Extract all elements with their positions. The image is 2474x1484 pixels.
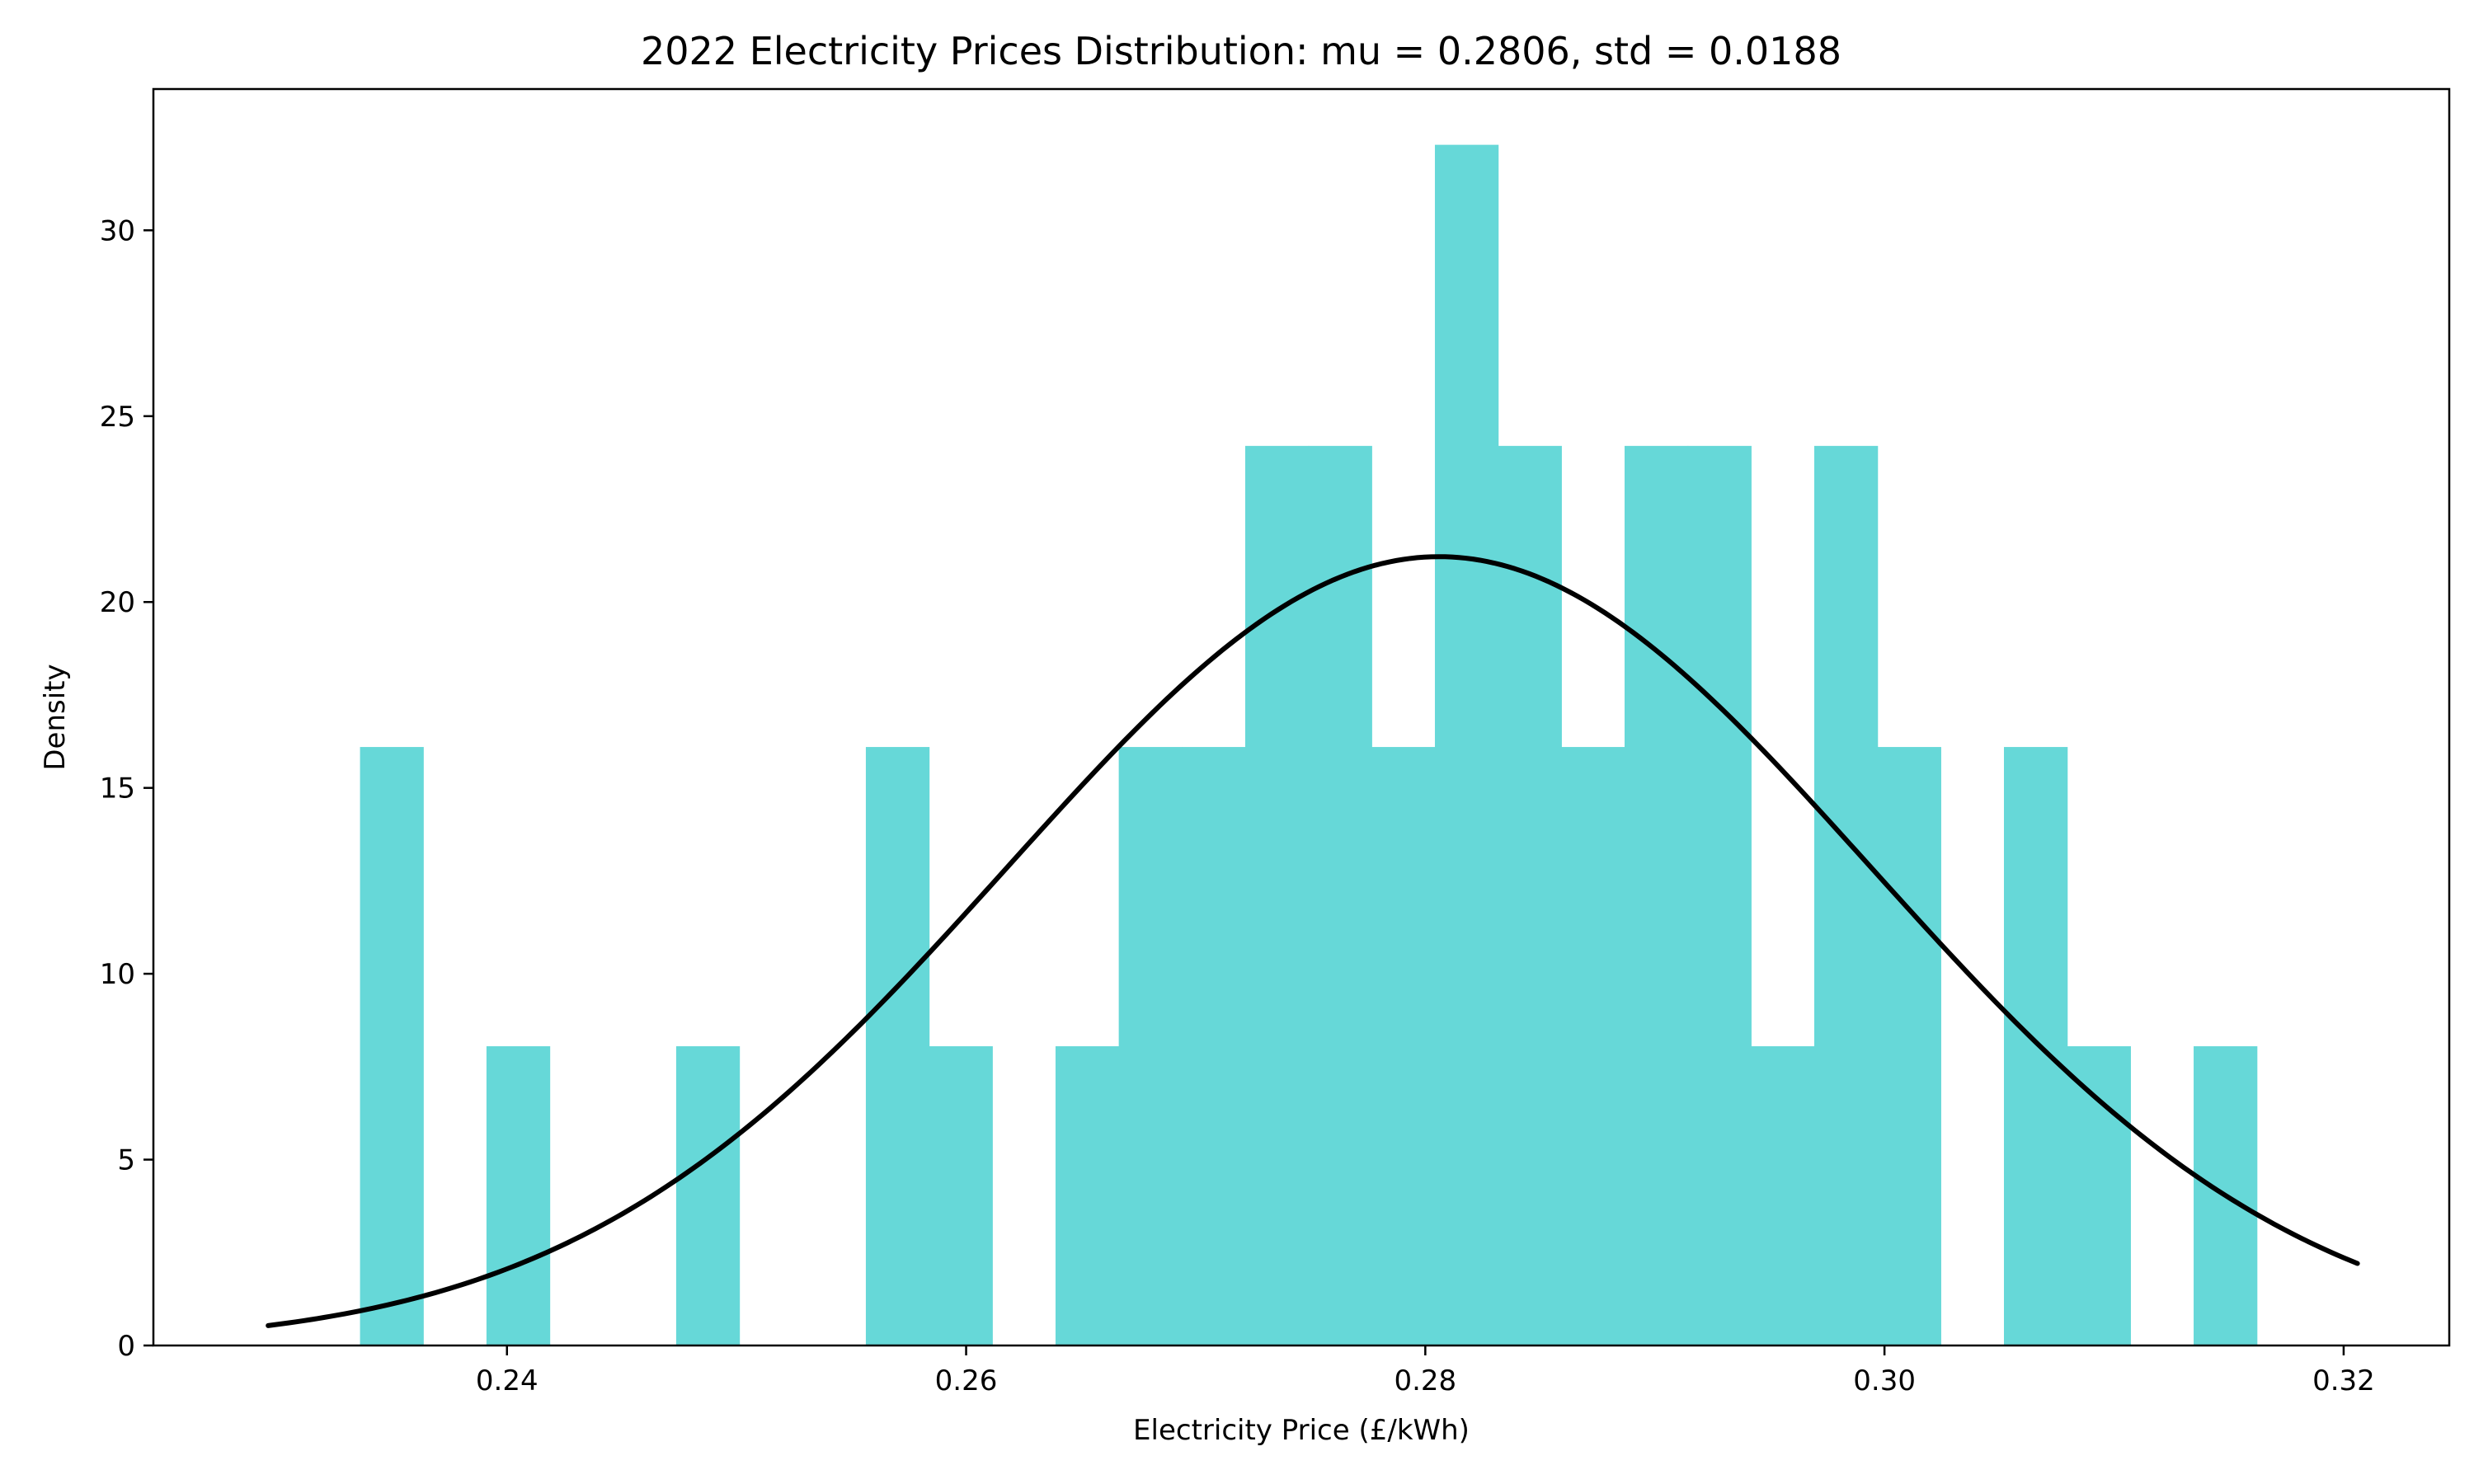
- histogram-bar: [2004, 747, 2068, 1345]
- y-tick-label: 5: [117, 1144, 135, 1177]
- histogram-bar: [1687, 445, 1752, 1345]
- histogram-bar: [1624, 445, 1689, 1345]
- histogram-bar: [1182, 747, 1246, 1345]
- histogram-bar: [2067, 1046, 2131, 1345]
- histogram-bar: [1244, 445, 1310, 1345]
- y-tick-label: 25: [100, 401, 135, 434]
- histogram-bar: [1371, 747, 1436, 1345]
- histogram-bar: [865, 747, 930, 1345]
- y-tick-label: 15: [100, 773, 135, 805]
- x-tick-label: 0.30: [1853, 1364, 1916, 1397]
- histogram-bar: [929, 1046, 993, 1345]
- y-tick-label: 10: [100, 958, 135, 991]
- x-tick-label: 0.28: [1394, 1364, 1456, 1397]
- x-axis-title: Electricity Price (£/kWh): [1133, 1414, 1470, 1447]
- histogram-bar: [360, 747, 424, 1345]
- y-tick-label: 30: [100, 214, 135, 247]
- histogram-bar: [1751, 1046, 1815, 1345]
- y-tick-label: 20: [100, 586, 135, 619]
- histogram-bar: [1118, 747, 1183, 1345]
- y-axis-ticks: 0 5 10 15 20 25 30: [100, 214, 153, 1363]
- histogram-bar: [1814, 445, 1879, 1345]
- x-axis-ticks: 0.24 0.26 0.28 0.30 0.32: [476, 1345, 2375, 1397]
- histogram-bar: [1055, 1046, 1120, 1345]
- x-tick-label: 0.32: [2312, 1364, 2375, 1397]
- histogram-bar: [486, 1046, 551, 1345]
- histogram-bars: [360, 144, 2258, 1345]
- histogram-bar: [1877, 747, 1941, 1345]
- chart-title: 2022 Electricity Prices Distribution: mu…: [641, 29, 1841, 73]
- y-axis-title: Density: [39, 664, 72, 770]
- y-tick-label: 0: [117, 1330, 135, 1363]
- normal-fit-curve: [266, 554, 2360, 1328]
- x-tick-label: 0.26: [935, 1364, 998, 1397]
- histogram-bar: [675, 1046, 741, 1345]
- plot-frame: [152, 87, 2451, 1347]
- histogram-bar: [1308, 445, 1372, 1345]
- x-tick-label: 0.24: [476, 1364, 539, 1397]
- histogram-bar: [1498, 445, 1562, 1345]
- histogram-bar: [1561, 747, 1625, 1345]
- histogram-bar: [1434, 144, 1499, 1345]
